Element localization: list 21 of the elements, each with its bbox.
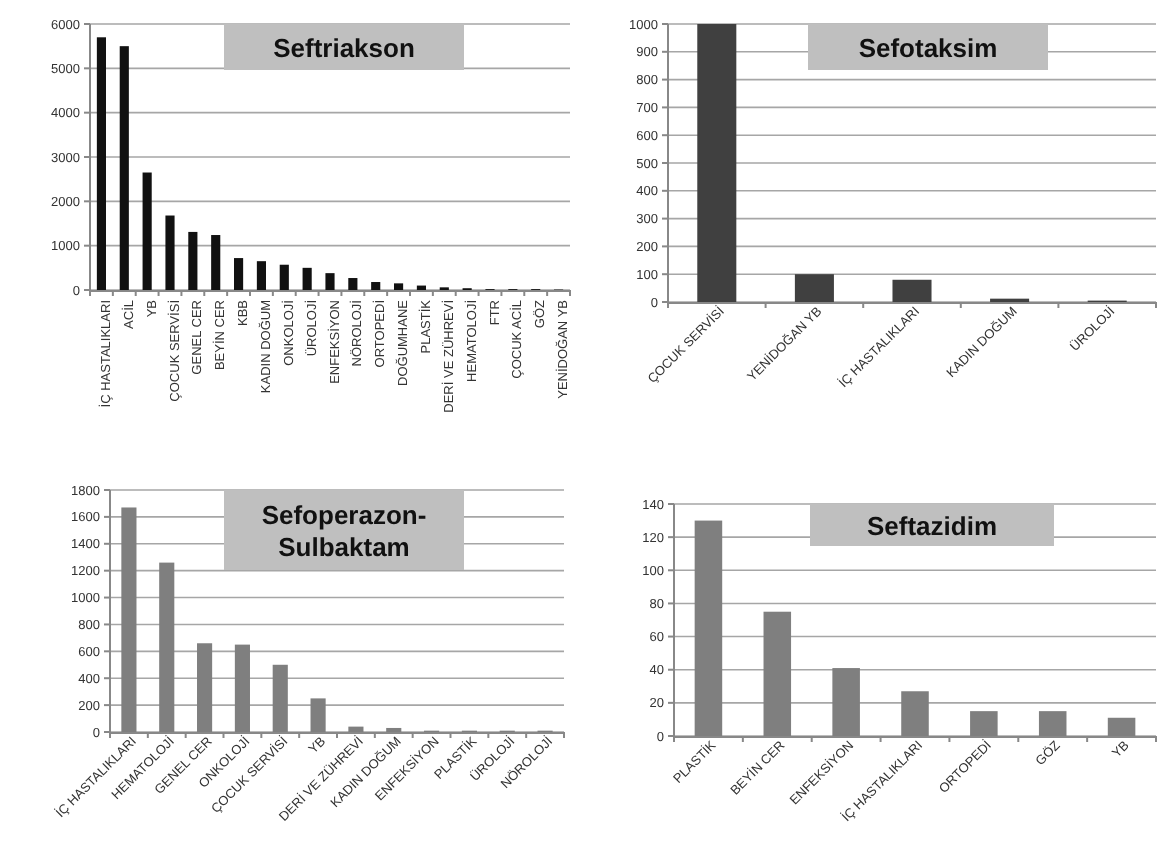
chart-title: Seftriakson	[273, 33, 415, 63]
bar	[697, 24, 737, 302]
bar	[234, 258, 244, 290]
bar	[371, 282, 381, 290]
bar	[165, 215, 175, 290]
chart-title: Sefotaksim	[858, 33, 998, 63]
bar	[302, 267, 312, 290]
bar	[325, 273, 335, 290]
bar	[348, 278, 358, 290]
bar	[188, 231, 198, 290]
bar	[794, 274, 834, 302]
bar	[256, 261, 266, 290]
bar	[211, 235, 221, 290]
bar	[892, 279, 932, 302]
bar	[119, 46, 129, 290]
bar	[394, 283, 404, 290]
text: Sefoperazon-Sulbaktam	[261, 500, 427, 562]
bar	[279, 264, 289, 290]
bar	[96, 37, 106, 290]
chart-title: Seftazidim	[866, 511, 998, 541]
bar	[142, 172, 152, 290]
